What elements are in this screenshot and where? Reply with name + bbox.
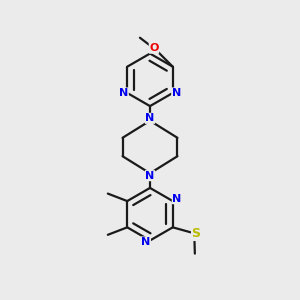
Text: N: N — [146, 171, 154, 181]
Text: N: N — [119, 88, 128, 98]
Text: S: S — [191, 227, 200, 240]
Text: N: N — [172, 194, 182, 204]
Text: N: N — [172, 88, 181, 98]
Text: N: N — [141, 237, 150, 247]
Text: O: O — [149, 43, 159, 53]
Text: N: N — [146, 113, 154, 123]
